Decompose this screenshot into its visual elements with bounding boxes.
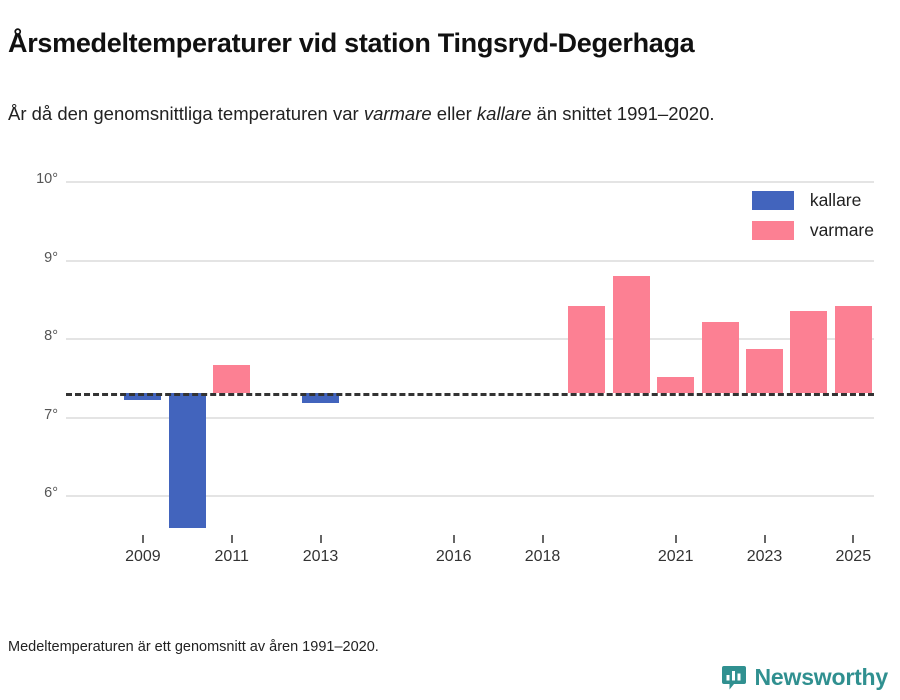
page-title: Årsmedeltemperaturer vid station Tingsry…: [8, 28, 695, 59]
x-axis-tick-mark: [763, 534, 766, 543]
gridline-6: [66, 495, 874, 497]
footnote: Medeltemperaturen är ett genomsnitt av å…: [8, 639, 379, 655]
subtitle-text-2: eller: [431, 102, 477, 124]
legend-item-cold[interactable]: kallare: [751, 185, 874, 215]
bar-2011[interactable]: [213, 365, 251, 393]
newsworthy-logo[interactable]: Newsworthy: [721, 664, 888, 691]
average-reference-line: [66, 392, 874, 396]
plot-area: [66, 181, 874, 528]
gridline-10: [66, 181, 874, 183]
bar-2022[interactable]: [701, 321, 739, 393]
y-axis-tick-label: 9°: [44, 249, 58, 266]
bar-2021[interactable]: [657, 377, 695, 393]
legend-item-warm[interactable]: varmare: [751, 215, 874, 245]
subtitle-emphasis-kallare: kallare: [476, 102, 532, 124]
legend-swatch-cold: [751, 190, 794, 210]
x-axis-tick-label: 2013: [302, 547, 339, 565]
x-axis-tick-mark: [452, 534, 455, 543]
subtitle-emphasis-varmare: varmare: [363, 102, 432, 124]
x-axis-tick-label: 2011: [214, 547, 249, 565]
x-axis-tick-mark: [141, 534, 144, 543]
x-axis-tick-mark: [852, 534, 855, 543]
bar-2025[interactable]: [834, 305, 872, 393]
chart-legend: kallare varmare: [751, 185, 874, 245]
gridline-9: [66, 259, 874, 262]
gridline-8: [66, 338, 874, 340]
x-axis-tick-mark: [674, 534, 677, 543]
bar-chart-speech-bubble-icon: [721, 665, 747, 691]
y-axis-tick-label: 8°: [44, 328, 58, 344]
gridline-7: [66, 416, 874, 419]
x-axis: 2009 2011 2013 2016 2018 2021 2023 2025: [0, 534, 900, 595]
x-axis-tick-label: 2025: [835, 547, 872, 565]
subtitle-text-1: År då den genomsnittliga temperaturen va…: [8, 102, 364, 124]
bar-2010[interactable]: [168, 392, 206, 528]
y-axis-tick-label: 6°: [44, 485, 58, 501]
x-axis-tick-label: 2016: [435, 547, 472, 565]
x-axis-tick-mark: [230, 534, 233, 543]
bar-2024[interactable]: [790, 310, 828, 393]
brand-wordmark: Newsworthy: [754, 664, 889, 690]
bar-2020[interactable]: [612, 275, 650, 393]
y-axis-tick-label: 10°: [36, 171, 58, 187]
x-axis-tick-label: 2018: [524, 547, 561, 565]
legend-label-warm: varmare: [809, 219, 874, 240]
bar-2009[interactable]: [124, 392, 162, 400]
bar-2013[interactable]: [302, 392, 339, 404]
x-axis-tick-label: 2009: [125, 547, 161, 565]
y-axis-tick-label: 7°: [44, 406, 58, 423]
x-axis-tick-mark: [319, 534, 322, 543]
legend-swatch-warm: [751, 220, 794, 240]
x-axis-tick-label: 2023: [746, 547, 783, 565]
x-axis-tick-label: 2021: [657, 547, 694, 565]
subtitle-text-3: än snittet 1991–2020.: [531, 102, 715, 124]
bar-2019[interactable]: [568, 305, 606, 393]
page-subtitle: År då den genomsnittliga temperaturen va…: [8, 99, 868, 128]
bar-2023[interactable]: [746, 348, 783, 393]
legend-label-cold: kallare: [809, 189, 862, 210]
x-axis-tick-mark: [541, 534, 544, 543]
